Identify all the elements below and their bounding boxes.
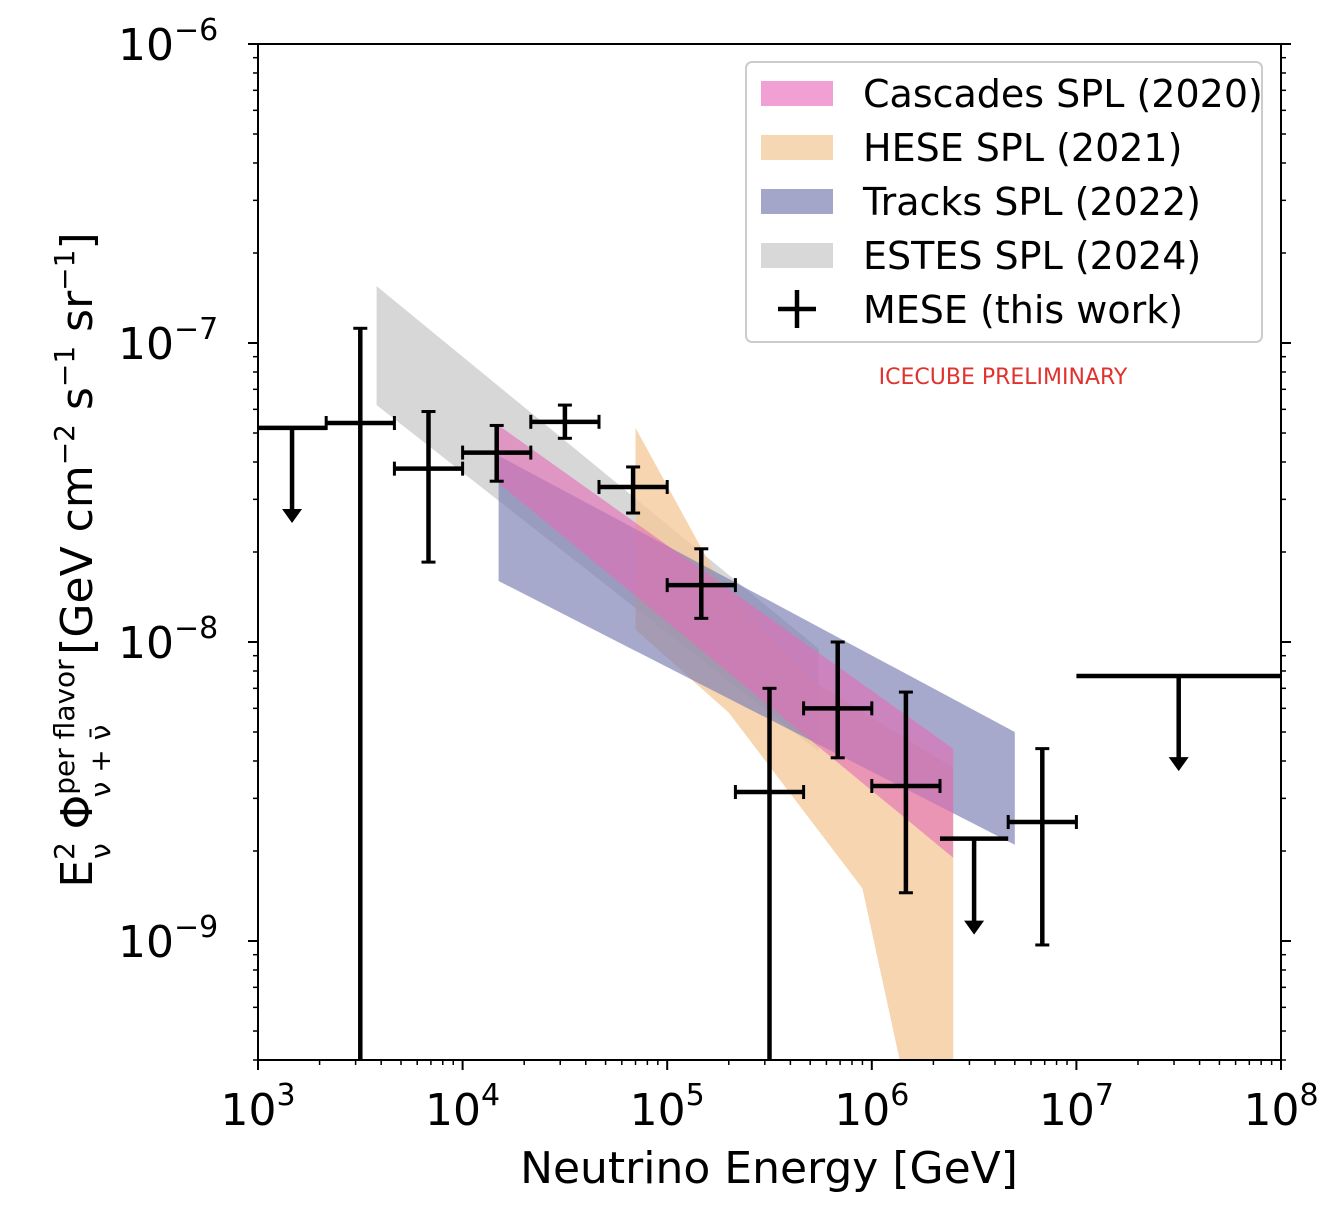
- upper-limit: [1076, 673, 1281, 772]
- upper-limit: [940, 836, 1009, 935]
- data-point: [461, 423, 533, 483]
- legend-label: Tracks SPL (2022): [862, 180, 1201, 224]
- x-tick-label: 105: [630, 1078, 705, 1136]
- data-point: [597, 465, 669, 515]
- down-arrow-icon: [282, 509, 303, 524]
- data-point: [392, 410, 465, 564]
- data-point: [870, 690, 942, 895]
- y-tick-label: 10−8: [118, 611, 218, 669]
- x-axis-label: Neutrino Energy [GeV]: [520, 1143, 1018, 1194]
- legend-label: Cascades SPL (2020): [863, 72, 1263, 116]
- data-point: [324, 326, 396, 1060]
- x-tick-label: 107: [1039, 1078, 1114, 1136]
- data-point: [802, 640, 874, 760]
- legend-swatch: [761, 243, 833, 268]
- upper-limit: [258, 425, 327, 524]
- x-tick-label: 104: [425, 1078, 500, 1136]
- data-point: [733, 686, 806, 1060]
- legend-swatch: [761, 135, 833, 160]
- legend-swatch: [761, 81, 833, 106]
- data-point: [665, 547, 737, 620]
- legend-label: HESE SPL (2021): [863, 126, 1182, 170]
- band-4: [498, 425, 954, 858]
- preliminary-annotation: ICECUBE PRELIMINARY: [879, 365, 1128, 390]
- y-tick-label: 10−9: [118, 910, 218, 968]
- data-point: [1006, 747, 1078, 947]
- legend-label: MESE (this work): [863, 288, 1183, 332]
- legend: Cascades SPL (2020) HESE SPL (2021) Tracks…: [745, 61, 1263, 343]
- x-tick-label: 103: [220, 1078, 295, 1136]
- legend-swatch: [761, 189, 833, 214]
- y-tick-label: 10−6: [118, 13, 218, 71]
- y-tick-label: 10−7: [118, 312, 218, 370]
- legend-box: [745, 61, 1263, 343]
- data-point: [529, 403, 601, 440]
- down-arrow-icon: [964, 920, 985, 935]
- legend-label: ESTES SPL (2024): [863, 234, 1201, 278]
- down-arrow-icon: [1168, 757, 1189, 772]
- x-tick-label: 108: [1243, 1078, 1318, 1136]
- y-axis-label: E2 ν Φper flavor ν + ν̄[GeV cm−2 s−1 sr−1]: [48, 232, 117, 887]
- x-tick-label: 106: [834, 1078, 909, 1136]
